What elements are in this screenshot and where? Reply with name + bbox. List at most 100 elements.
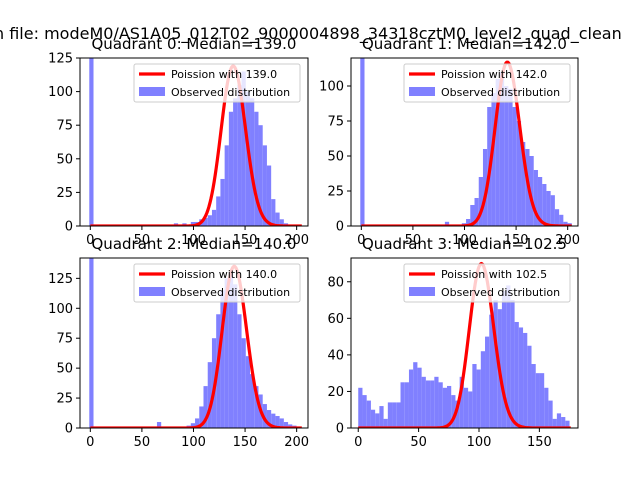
y-tick-label: 60	[327, 312, 344, 327]
histogram-bar	[258, 125, 263, 226]
histogram-bar	[362, 395, 367, 428]
legend-box	[403, 63, 571, 103]
x-tick-label: 0	[357, 233, 365, 248]
histogram-bar	[224, 145, 229, 226]
histogram-bar	[459, 376, 464, 428]
y-tick-label: 100	[48, 302, 73, 317]
y-tick-label: 75	[56, 119, 73, 134]
histogram-bar	[89, 258, 94, 428]
histogram-bar	[444, 221, 450, 226]
histogram-bar	[539, 373, 545, 428]
x-tick-label: 50	[134, 233, 151, 248]
histogram-bar	[446, 385, 452, 428]
x-tick-label: 0	[86, 435, 94, 450]
subplot-1: 0 50 100 150 200 0 25 50 75 100 Quadrant 1: Median…	[319, 35, 580, 248]
histogram-bar	[438, 382, 443, 428]
y-tick-label: 80	[327, 275, 344, 290]
y-tick-label: 25	[56, 392, 73, 407]
histogram-bar	[396, 402, 401, 428]
y-tick-label: 20	[327, 385, 344, 400]
histogram-bar	[442, 387, 447, 428]
histogram-bar	[550, 195, 555, 226]
histogram-bar	[556, 413, 562, 428]
histogram-bar	[548, 400, 553, 428]
poisson-line	[89, 264, 303, 428]
legend: Poission with 102.5 Observed distribution	[403, 263, 571, 303]
y-tick-label: 50	[56, 152, 73, 167]
legend-observed-swatch	[139, 287, 165, 296]
histogram-bar	[211, 209, 217, 226]
histogram-bar	[370, 409, 376, 428]
histogram-bar	[565, 420, 570, 428]
poisson-line	[89, 64, 303, 226]
legend-box	[133, 263, 301, 303]
histogram-bar	[544, 387, 549, 428]
histogram-bar	[523, 332, 528, 428]
legend-poisson-label: Poission with 139.0	[171, 68, 277, 81]
histogram-bar	[279, 418, 284, 428]
subplot-2: 0 50 100 150 200 0 25 50 75 100 125 Quadrant 2: Med…	[48, 235, 309, 450]
y-tick-label: 0	[65, 422, 73, 437]
legend-observed-label: Observed distribution	[171, 86, 290, 99]
y-tick-label: 50	[327, 150, 344, 165]
histogram-bar	[228, 272, 234, 428]
x-tick-label: 200	[555, 233, 580, 248]
histogram-bar	[216, 196, 221, 226]
histogram-bar	[408, 369, 414, 428]
subplot-title: Quadrant 2: Median=140.0	[92, 235, 297, 253]
x-tick-label: 50	[410, 435, 427, 450]
histogram-bar	[510, 300, 515, 428]
histogram-bar	[425, 380, 431, 428]
histogram-bar	[237, 84, 242, 226]
y-tick-label: 125	[48, 272, 73, 287]
histogram-bar	[489, 314, 494, 428]
histogram-bar	[506, 285, 511, 428]
y-tick-label: 50	[56, 362, 73, 377]
histogram-bar	[266, 165, 272, 226]
histogram-bar	[360, 58, 365, 226]
histogram-bar	[552, 418, 557, 428]
histogram-bar	[275, 416, 280, 428]
legend-observed-label: Observed distribution	[441, 286, 560, 299]
histogram-bar	[472, 364, 477, 428]
axes-frame	[350, 257, 579, 429]
histogram-bar	[250, 374, 255, 428]
subplot-title: Quadrant 0: Median=139.0	[92, 35, 297, 53]
histogram-bar	[262, 145, 267, 226]
y-tick-label: 40	[327, 348, 344, 363]
histogram-bar	[245, 91, 251, 226]
legend-box	[133, 63, 301, 103]
legend-observed-swatch	[139, 87, 165, 96]
histogram-bar	[89, 58, 94, 226]
histogram-bar	[516, 121, 522, 226]
histogram-bar	[495, 79, 500, 226]
y-tick-label: 75	[56, 332, 73, 347]
y-tick-label: 0	[65, 220, 73, 235]
histogram-bar	[266, 410, 272, 428]
histogram-bar	[559, 214, 564, 226]
histogram-bar	[468, 391, 473, 428]
histogram-bar	[203, 217, 208, 226]
histogram-bar	[279, 219, 284, 226]
histogram-bar	[271, 413, 276, 428]
histogram-bar	[514, 321, 519, 428]
histogram-bar	[491, 93, 496, 226]
y-tick-label: 100	[48, 85, 73, 100]
histogram-bar	[207, 215, 212, 226]
y-tick-label: 25	[56, 186, 73, 201]
subplot-title: Quadrant 3: Median=102.5	[362, 235, 567, 253]
x-tick-label: 200	[284, 435, 309, 450]
histogram-bar	[521, 142, 526, 226]
histogram-bar	[533, 170, 538, 226]
histogram-bar	[421, 376, 426, 428]
histogram-bar	[417, 367, 422, 428]
histogram-bar	[535, 373, 540, 428]
histogram-bar	[190, 221, 196, 226]
subplot-title: Quadrant 1: Median=142.0	[362, 35, 567, 53]
histogram-bar	[563, 221, 568, 226]
legend-observed-label: Observed distribution	[171, 286, 290, 299]
histogram-bar	[482, 149, 488, 226]
x-tick-label: 150	[504, 233, 529, 248]
histogram-bar	[156, 422, 162, 428]
histogram-bar	[400, 382, 405, 428]
